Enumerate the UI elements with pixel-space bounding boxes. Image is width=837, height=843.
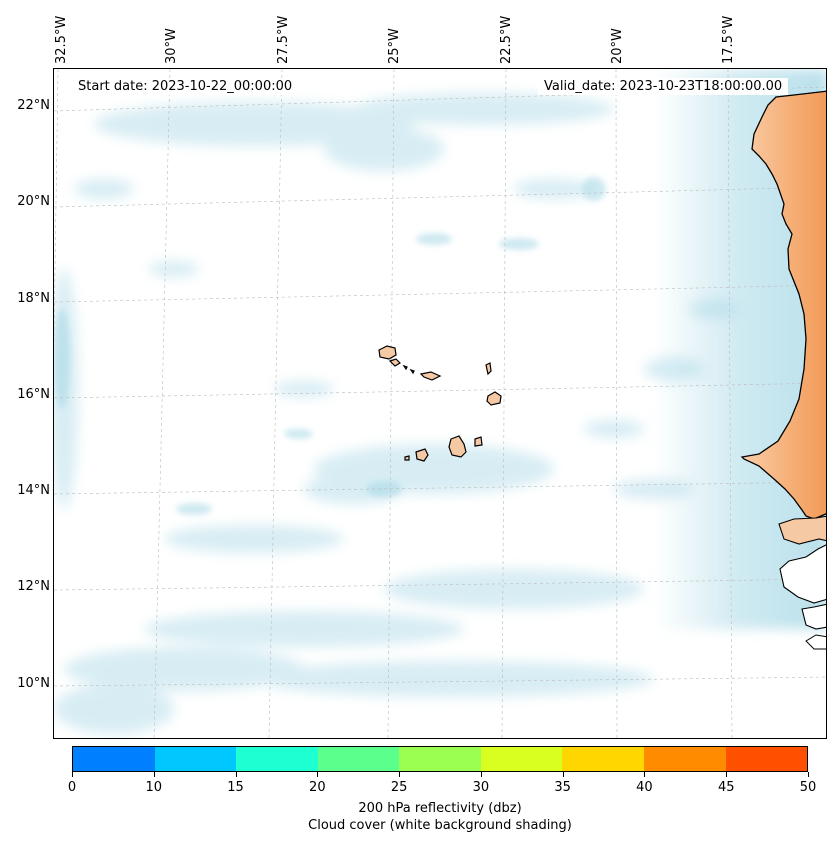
lon-label-25w: 25°W: [387, 28, 402, 64]
lat-label-22n: 22°N: [17, 98, 50, 113]
colorbar-tick-mark: [480, 772, 482, 777]
lon-label-22-5w: 22.5°W: [499, 15, 514, 64]
lat-label-14n: 14°N: [17, 483, 50, 498]
colorbar-label: 200 hPa reflectivity (dbz): [358, 801, 522, 816]
colorbar-tick-mark: [317, 772, 319, 777]
colorbar-tick-label: 25: [390, 780, 408, 795]
colorbar-tick-mark: [644, 772, 646, 777]
lon-label-17-5w: 17.5°W: [721, 15, 736, 64]
colorbar-segment-3: [317, 747, 400, 771]
colorbar-segment-7: [643, 747, 726, 771]
colorbar-tick-mark: [235, 772, 237, 777]
colorbar-segment-1: [154, 747, 237, 771]
colorbar-tick-label: 0: [67, 780, 77, 795]
lon-label-27-5w: 27.5°W: [276, 15, 291, 64]
colorbar-tick-label: 30: [472, 780, 490, 795]
colorbar-tick-label: 20: [309, 780, 326, 795]
colorbar-tick-label: 35: [554, 780, 571, 795]
mainland-africa: [740, 90, 826, 650]
lon-label-30w: 30°W: [164, 28, 179, 64]
colorbar-tick-label: 40: [636, 780, 653, 795]
colorbar-tick-label: 15: [227, 780, 244, 795]
colorbar-segment-2: [236, 747, 318, 771]
map-canvas: [54, 69, 826, 738]
colorbar-segment-6: [562, 747, 644, 771]
colorbar-segment-4: [399, 747, 481, 771]
colorbar-tick-label: 10: [145, 780, 163, 795]
lat-label-18n: 18°N: [17, 291, 50, 306]
colorbar-tick-mark: [399, 772, 401, 777]
lat-label-20n: 20°N: [17, 194, 50, 209]
cloud-cover-layer: [54, 69, 826, 734]
graticule: [54, 69, 826, 738]
lon-label-32-5w: 32.5°W: [54, 15, 69, 64]
colorbar-tick-mark: [808, 772, 809, 777]
start-date-label: Start date: 2023-10-22_00:00:00: [72, 78, 299, 95]
colorbar-tick-label: 45: [717, 780, 735, 795]
reflectivity-colorbar: [72, 746, 808, 772]
map-panel[interactable]: [53, 68, 827, 739]
colorbar-segment-0: [73, 747, 155, 771]
colorbar-sublabel: Cloud cover (white background shading): [308, 818, 572, 833]
colorbar-segment-8: [725, 747, 808, 771]
colorbar-tick-mark: [72, 772, 73, 777]
colorbar-tick-mark: [153, 772, 155, 777]
colorbar-segment-5: [480, 747, 563, 771]
lat-label-16n: 16°N: [17, 387, 50, 402]
lat-label-12n: 12°N: [17, 579, 50, 594]
colorbar-tick-label: 50: [799, 780, 817, 795]
colorbar-tick-mark: [726, 772, 728, 777]
valid-date-label: Valid_date: 2023-10-23T18:00:00.00: [538, 78, 789, 95]
lat-label-10n: 10°N: [17, 676, 50, 691]
colorbar-tick-mark: [562, 772, 564, 777]
cape-verde-islands: [378, 345, 502, 462]
lon-label-20w: 20°W: [610, 28, 625, 64]
